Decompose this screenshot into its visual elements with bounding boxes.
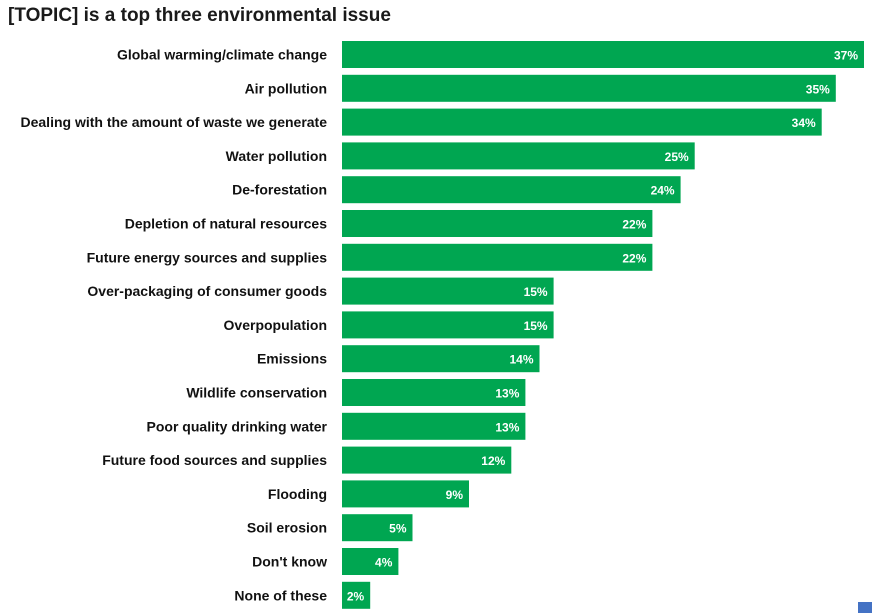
bar bbox=[342, 412, 526, 440]
category-label: Poor quality drinking water bbox=[147, 418, 328, 434]
chart-title: [TOPIC] is a top three environmental iss… bbox=[8, 5, 391, 26]
value-label: 37% bbox=[834, 49, 858, 63]
value-label: 12% bbox=[481, 454, 505, 468]
bar bbox=[342, 176, 681, 204]
bar bbox=[342, 514, 413, 542]
value-label: 15% bbox=[524, 319, 548, 333]
category-label: Wildlife conservation bbox=[186, 385, 327, 401]
value-label: 13% bbox=[495, 387, 519, 401]
category-label: Future food sources and supplies bbox=[102, 452, 327, 468]
category-label: Water pollution bbox=[226, 148, 327, 164]
bar bbox=[342, 446, 512, 474]
bar bbox=[342, 581, 371, 609]
bar bbox=[342, 74, 836, 102]
value-label: 15% bbox=[524, 285, 548, 299]
value-label: 22% bbox=[622, 251, 646, 265]
value-label: 14% bbox=[509, 353, 533, 367]
category-label: None of these bbox=[234, 587, 327, 603]
category-label: Emissions bbox=[257, 351, 327, 367]
bar bbox=[342, 345, 540, 373]
value-label: 2% bbox=[347, 589, 365, 603]
bar bbox=[342, 311, 554, 339]
corner-square bbox=[858, 602, 872, 613]
category-label: Air pollution bbox=[245, 80, 327, 96]
category-label: De-forestation bbox=[232, 182, 327, 198]
value-label: 5% bbox=[389, 522, 407, 536]
bar bbox=[342, 108, 822, 136]
bar bbox=[342, 548, 399, 575]
value-label: 4% bbox=[375, 556, 393, 570]
value-label: 35% bbox=[806, 82, 830, 96]
bar bbox=[342, 379, 526, 406]
category-label: Over-packaging of consumer goods bbox=[87, 283, 327, 299]
category-label: Overpopulation bbox=[224, 317, 327, 333]
value-label: 9% bbox=[446, 488, 464, 502]
value-label: 24% bbox=[651, 184, 675, 198]
bar bbox=[342, 480, 469, 508]
bar bbox=[342, 142, 695, 170]
value-label: 25% bbox=[665, 150, 689, 164]
bar bbox=[342, 210, 653, 237]
category-label: Global warming/climate change bbox=[117, 47, 327, 63]
category-label: Future energy sources and supplies bbox=[87, 249, 328, 265]
value-label: 34% bbox=[792, 116, 816, 130]
bar bbox=[342, 41, 864, 68]
category-label: Don't know bbox=[252, 554, 327, 570]
value-label: 22% bbox=[622, 218, 646, 232]
value-label: 13% bbox=[495, 420, 519, 434]
category-label: Soil erosion bbox=[247, 520, 327, 536]
bar bbox=[342, 243, 653, 271]
category-label: Flooding bbox=[268, 486, 327, 502]
bar bbox=[342, 277, 554, 305]
category-label: Dealing with the amount of waste we gene… bbox=[21, 114, 328, 130]
category-label: Depletion of natural resources bbox=[125, 216, 327, 232]
